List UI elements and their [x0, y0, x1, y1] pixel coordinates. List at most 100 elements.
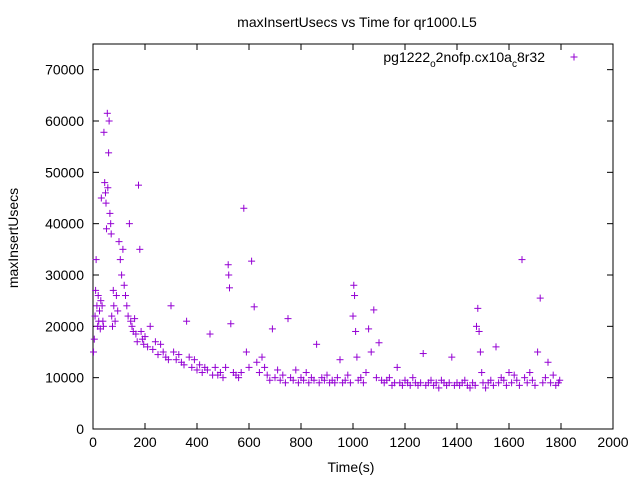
data-point: [320, 376, 328, 384]
data-point: [157, 340, 165, 348]
data-point: [128, 322, 136, 330]
data-point: [409, 374, 417, 382]
data-point: [141, 333, 149, 341]
chart-title: maxInsertUsecs vs Time for qr1000.L5: [237, 14, 477, 30]
data-point: [105, 117, 113, 125]
data-point: [534, 348, 542, 356]
data-point: [132, 330, 140, 338]
data-point: [263, 371, 271, 379]
data-point: [466, 384, 474, 392]
data-point: [164, 356, 172, 364]
data-point: [104, 184, 112, 192]
data-point: [474, 304, 482, 312]
data-point: [101, 179, 109, 187]
data-point: [90, 335, 98, 343]
data-point: [240, 204, 248, 212]
data-point: [198, 369, 206, 377]
data-point: [120, 281, 128, 289]
data-point: [103, 109, 111, 117]
data-point: [448, 353, 456, 361]
x-tick-label: 2000: [597, 434, 628, 450]
plot-border: [92, 43, 614, 430]
legend-text: 2nofp.cx10a: [436, 49, 512, 65]
data-point: [196, 361, 204, 369]
data-point: [211, 363, 219, 371]
data-point: [253, 358, 261, 366]
data-point: [203, 366, 211, 374]
data-point: [427, 376, 435, 384]
data-point: [261, 363, 269, 371]
legend-text: 8r32: [517, 49, 545, 65]
data-point: [107, 230, 115, 238]
y-tick-label: 40000: [45, 216, 84, 232]
legend-label: pg1222o2nofp.cx10ac8r32: [383, 49, 545, 70]
data-point: [136, 245, 144, 253]
data-point: [523, 379, 531, 387]
data-point: [473, 322, 480, 330]
data-point: [90, 348, 98, 356]
data-point: [310, 376, 318, 384]
data-point: [367, 348, 375, 356]
x-tick-label: 600: [237, 434, 261, 450]
data-point: [375, 339, 383, 347]
data-point: [170, 348, 178, 356]
data-point: [475, 327, 483, 335]
data-point: [333, 374, 341, 382]
y-tick-label: 0: [76, 421, 84, 437]
data-point: [266, 376, 274, 384]
data-point: [313, 340, 321, 348]
legend: pg1222o2nofp.cx10ac8r32: [383, 49, 578, 70]
x-axis-label: Time(s): [328, 459, 375, 475]
data-point: [151, 338, 159, 346]
data-point: [206, 330, 214, 338]
data-point: [222, 363, 230, 371]
data-point: [406, 381, 414, 389]
data-point: [294, 379, 302, 387]
data-point: [284, 315, 292, 323]
data-point: [351, 292, 359, 300]
data-point: [258, 353, 266, 361]
y-tick-label: 30000: [45, 267, 84, 283]
data-point: [109, 286, 117, 294]
data-point: [544, 358, 552, 366]
data-point: [331, 379, 339, 387]
data-point: [216, 369, 224, 377]
data-point: [115, 238, 123, 246]
data-point: [482, 384, 490, 392]
data-point: [344, 371, 352, 379]
x-tick-label: 0: [89, 434, 97, 450]
data-point: [350, 281, 358, 289]
data-point: [370, 306, 378, 314]
y-tick-label: 50000: [45, 164, 84, 180]
data-point: [471, 381, 479, 389]
data-point: [154, 351, 162, 359]
data-point: [268, 325, 276, 333]
data-point: [359, 379, 367, 387]
data-point: [109, 322, 116, 330]
data-point: [556, 376, 564, 384]
data-point: [536, 294, 544, 302]
data-point: [245, 363, 253, 371]
data-point: [96, 307, 103, 315]
x-tick-label: 1800: [545, 434, 576, 450]
data-point: [495, 379, 503, 387]
data-point: [492, 343, 500, 351]
data-point: [526, 369, 534, 377]
data-point: [515, 381, 523, 389]
data-point: [225, 271, 233, 279]
data-point: [135, 181, 142, 189]
data-point: [346, 379, 354, 387]
data-point: [362, 369, 370, 377]
data-point: [114, 307, 122, 315]
data-point: [167, 302, 175, 310]
data-point: [353, 353, 361, 361]
data-point: [180, 361, 188, 369]
data-point: [185, 353, 193, 361]
data-point: [125, 220, 133, 228]
legend-text: pg1222: [383, 49, 430, 65]
data-point: [140, 340, 148, 348]
data-point: [92, 286, 100, 294]
data-point: [445, 379, 453, 387]
data-point: [518, 256, 526, 264]
data-point: [119, 245, 127, 253]
